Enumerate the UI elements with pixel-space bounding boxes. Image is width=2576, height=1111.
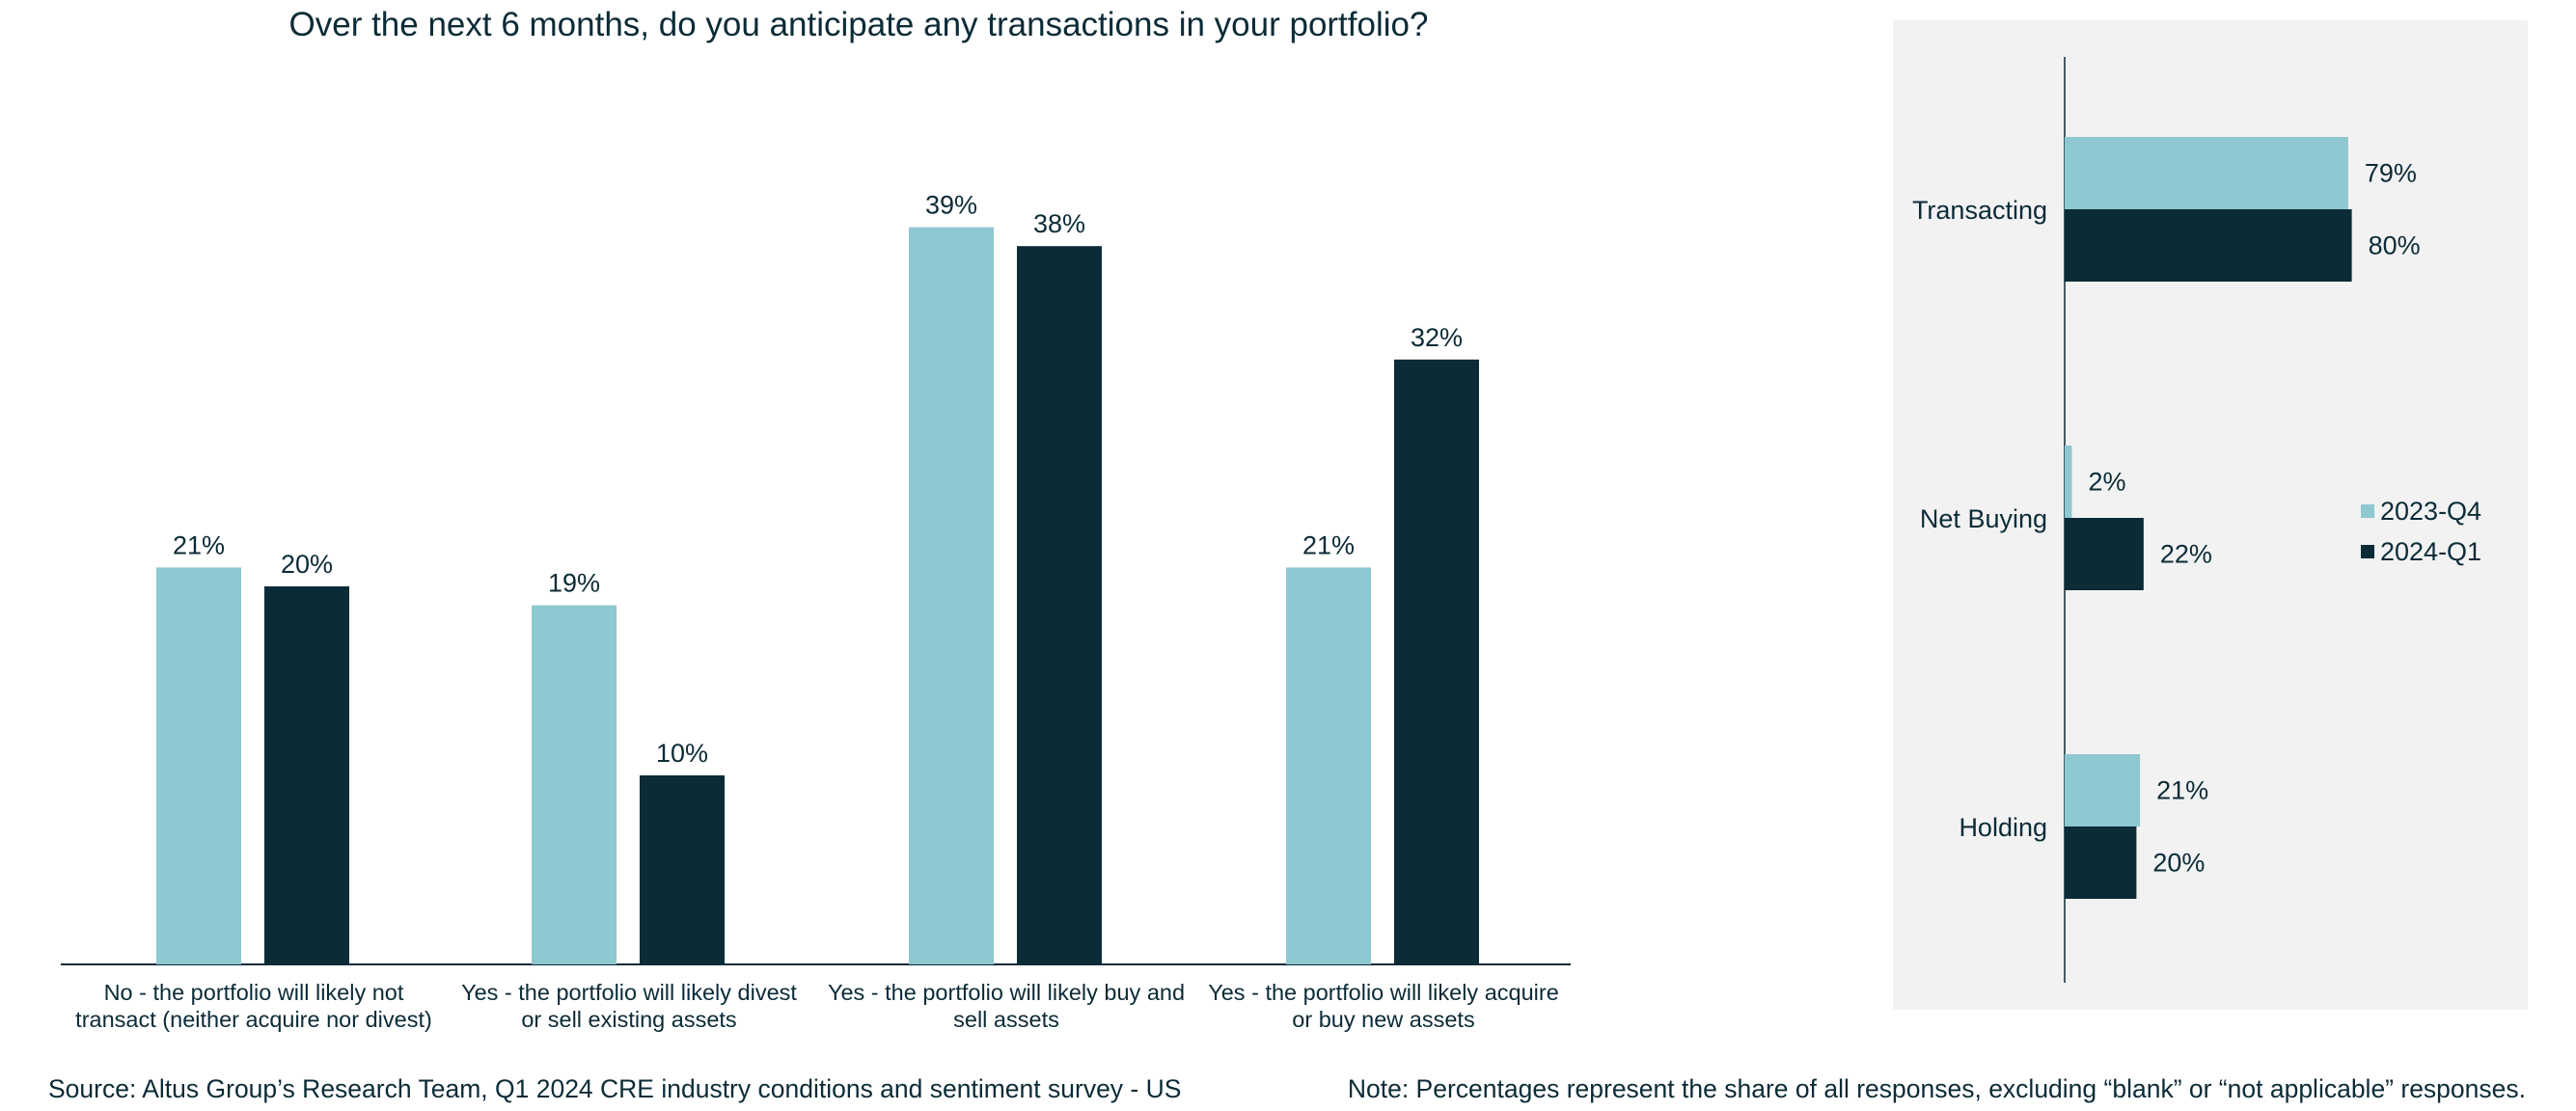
data-label: 21%: [173, 530, 225, 559]
hbar-2024-q1-0: [2065, 209, 2352, 282]
data-label: 21%: [2156, 776, 2208, 805]
category-label-line: transact (neither acquire nor divest): [75, 1007, 432, 1032]
main-bar-chart: 21% 19% 39% 21% 20% 10% 38% 32%: [61, 191, 1571, 965]
category-label-line: Yes - the portfolio will likely divest: [461, 980, 797, 1005]
category-label-line: or sell existing assets: [521, 1007, 737, 1032]
footer-note: Note: Percentages represent the share of…: [1347, 1074, 2526, 1103]
data-label: 39%: [925, 191, 977, 220]
hbar-2023-q4-1: [2065, 446, 2072, 518]
legend-swatch-dark: [2361, 545, 2374, 558]
category-label-line: No - the portfolio will likely not: [103, 980, 404, 1005]
category-label: Transacting: [1912, 196, 2047, 225]
data-label: 19%: [548, 569, 600, 598]
category-label-line: Yes - the portfolio will likely acquire: [1208, 980, 1559, 1005]
bar-2024-q1-3: [1394, 359, 1479, 964]
category-label: Net Buying: [1920, 504, 2047, 533]
legend-item-2024-q1: 2024-Q1: [2361, 531, 2481, 572]
hbar-2023-q4-2: [2065, 754, 2141, 826]
bar-2023-q4-3: [1286, 567, 1371, 964]
hbar-2024-q1-2: [2065, 826, 2137, 899]
summary-bar-chart: Transacting Net Buying Holding 79% 2% 21% 80% 2…: [1912, 57, 2421, 983]
category-label-2: Yes - the portfolio will likely buy and s…: [823, 979, 1190, 1033]
bar-2023-q4-1: [532, 605, 617, 964]
legend-swatch-light: [2361, 504, 2374, 518]
bar-2023-q4-0: [156, 567, 241, 964]
data-label: 20%: [2152, 849, 2205, 878]
hbar-2023-q4-0: [2065, 137, 2348, 209]
data-label: 10%: [656, 739, 708, 768]
data-label: 32%: [1411, 323, 1463, 352]
data-label: 20%: [281, 550, 333, 579]
data-label: 79%: [2365, 159, 2417, 188]
category-label-line: sell assets: [953, 1007, 1059, 1032]
data-label: 22%: [2160, 540, 2212, 569]
legend: 2023-Q4 2024-Q1: [2361, 491, 2481, 572]
bar-2024-q1-1: [640, 775, 725, 964]
category-label-3: Yes - the portfolio will likely acquire o…: [1200, 979, 1567, 1033]
legend-item-2023-q4: 2023-Q4: [2361, 491, 2481, 531]
category-label-line: or buy new assets: [1292, 1007, 1475, 1032]
bar-2024-q1-2: [1017, 246, 1102, 964]
legend-label: 2024-Q1: [2380, 537, 2482, 566]
bar-2024-q1-0: [264, 586, 349, 964]
hbar-2024-q1-1: [2065, 518, 2144, 590]
data-label: 21%: [1302, 530, 1355, 559]
summary-panel: Transacting Net Buying Holding 79% 2% 21% 80% 2…: [1893, 20, 2528, 1010]
category-label-1: Yes - the portfolio will likely divest or…: [446, 979, 812, 1033]
legend-label: 2023-Q4: [2380, 497, 2482, 526]
category-label-0: No - the portfolio will likely not transa…: [70, 979, 437, 1033]
bar-2023-q4-2: [909, 227, 994, 965]
category-label-line: Yes - the portfolio will likely buy and: [827, 980, 1186, 1005]
category-label: Holding: [1959, 813, 2047, 842]
data-label: 38%: [1033, 209, 1085, 238]
footer-source: Source: Altus Group’s Research Team, Q1 …: [48, 1074, 1182, 1103]
chart-title: Over the next 6 months, do you anticipat…: [288, 6, 1429, 43]
data-label: 80%: [2369, 231, 2421, 260]
data-label: 2%: [2088, 468, 2125, 497]
